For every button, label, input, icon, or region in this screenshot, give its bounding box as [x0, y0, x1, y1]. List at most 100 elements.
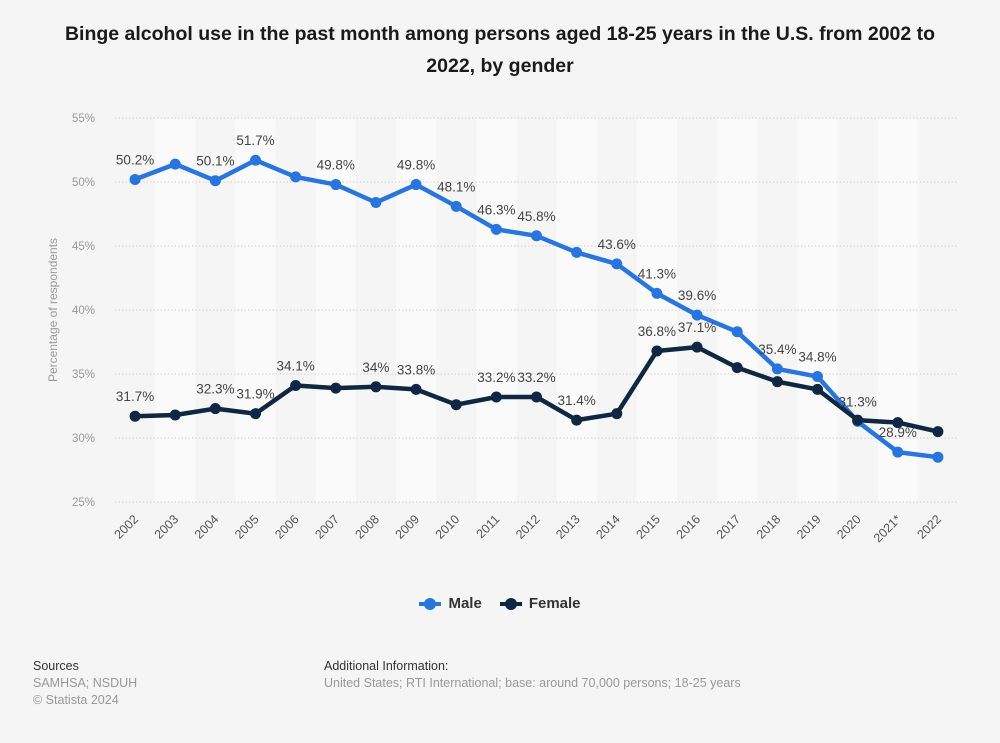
x-tick-label: 2007 — [312, 512, 342, 542]
data-label-female: 32.3% — [196, 382, 234, 397]
sources-heading: Sources — [33, 659, 79, 673]
data-point-female — [731, 362, 743, 374]
column-band — [355, 118, 396, 502]
data-point-male — [932, 451, 944, 463]
y-tick-label: 55% — [72, 113, 95, 125]
data-point-male — [169, 158, 181, 170]
data-point-male — [250, 154, 261, 166]
column-band — [436, 118, 477, 502]
data-label-male: 50.1% — [196, 154, 234, 169]
y-tick-label: 35% — [72, 369, 95, 381]
data-point-male — [290, 171, 302, 183]
legend-marker-female-icon — [499, 597, 522, 610]
data-label-male: 41.3% — [638, 266, 676, 281]
x-tick-label: 2011 — [474, 512, 503, 541]
data-point-female — [812, 383, 823, 395]
data-point-male — [691, 309, 703, 321]
data-label-male: 49.8% — [397, 158, 435, 173]
x-tick-label: 2021* — [871, 512, 904, 545]
y-tick-label: 30% — [72, 433, 95, 445]
x-tick-label: 2009 — [393, 512, 423, 542]
sources-block: Sources SAMHSA; NSDUH © Statista 2024 — [33, 658, 137, 709]
sources-text[interactable]: SAMHSA; NSDUH — [33, 676, 138, 690]
x-tick-label: 2006 — [272, 512, 302, 542]
data-point-female — [651, 345, 663, 357]
data-point-male — [531, 230, 542, 242]
x-tick-label: 2014 — [593, 512, 623, 542]
y-axis-ticks: 25% 30% 35% 40% 45% 50% 55% — [72, 113, 95, 509]
legend-item-male[interactable]: Male — [419, 595, 482, 612]
data-point-male — [129, 173, 141, 185]
x-tick-label: 2003 — [152, 512, 182, 542]
data-point-male — [611, 258, 623, 270]
data-label-female: 33.2% — [517, 370, 555, 385]
data-point-female — [370, 381, 382, 393]
data-point-female — [611, 408, 623, 420]
x-tick-label: 2002 — [112, 512, 142, 542]
legend-item-female[interactable]: Female — [499, 595, 581, 612]
data-label-male: 28.9% — [879, 425, 917, 440]
data-label-female: 33.2% — [477, 370, 515, 385]
x-tick-label: 2020 — [834, 512, 864, 542]
x-tick-label: 2017 — [714, 512, 744, 542]
column-band — [476, 118, 517, 502]
data-point-male — [651, 287, 663, 299]
data-point-female — [932, 426, 944, 438]
data-point-female — [490, 391, 502, 403]
x-tick-label: 2010 — [433, 512, 463, 542]
data-point-female — [531, 391, 542, 403]
legend: Male Female — [0, 595, 1000, 612]
data-point-female — [290, 380, 302, 392]
additional-info-heading: Additional Information: — [324, 659, 449, 673]
additional-info-text: United States; RTI International; base: … — [324, 676, 741, 690]
x-axis-ticks: 2002 2003 2004 2005 2006 2007 2008 2009 2010 2011… — [112, 512, 944, 545]
legend-label-female: Female — [528, 595, 581, 612]
data-point-female — [771, 376, 783, 388]
chart-title: Binge alcohol use in the past month amon… — [64, 23, 936, 77]
y-tick-label: 40% — [72, 305, 95, 317]
data-point-female — [250, 408, 261, 420]
y-axis-label: Percentage of respondents — [46, 238, 60, 382]
data-label-female: 34.1% — [277, 359, 315, 374]
x-tick-label: 2005 — [232, 512, 262, 542]
data-label-male: 51.7% — [236, 133, 274, 148]
data-labels: 50.2% 50.1%51.7%49.8% 49.8%48.1%46.3% 45.8%… — [116, 133, 917, 440]
copyright-text: © Statista 2024 — [33, 693, 119, 707]
data-point-female — [209, 403, 221, 415]
data-point-male — [892, 446, 904, 458]
data-label-male: 39.6% — [678, 288, 716, 303]
x-tick-label: 2015 — [633, 512, 663, 542]
gridlines — [115, 117, 958, 503]
data-point-female — [450, 399, 462, 411]
x-tick-label: 2008 — [352, 512, 382, 542]
x-tick-label: 2012 — [513, 512, 543, 542]
x-tick-label: 2022 — [914, 512, 944, 542]
column-band — [717, 118, 758, 502]
line-chart: 25% 30% 35% 40% 45% 50% 55% Percentage of resp… — [46, 113, 958, 545]
data-point-male — [571, 246, 583, 258]
y-tick-label: 50% — [72, 177, 95, 189]
y-tick-label: 25% — [72, 497, 95, 509]
data-point-male — [812, 371, 823, 383]
data-label-female: 36.8% — [638, 324, 676, 339]
column-band — [636, 118, 677, 502]
data-label-male: 35.4% — [758, 342, 796, 357]
legend-label-male: Male — [448, 595, 482, 612]
data-point-male — [410, 179, 422, 191]
data-label-female: 34% — [362, 360, 389, 375]
data-label-female: 31.9% — [236, 387, 274, 402]
data-point-male — [731, 326, 743, 338]
data-label-male: 46.3% — [477, 202, 515, 217]
data-point-female — [571, 414, 583, 426]
data-label-male: 48.1% — [437, 179, 475, 194]
column-band — [877, 118, 918, 502]
data-label-male: 34.8% — [798, 350, 836, 365]
data-label-female: 33.8% — [397, 362, 435, 377]
data-label-male: 43.6% — [598, 237, 636, 252]
series-points — [129, 154, 944, 463]
y-tick-label: 45% — [72, 241, 95, 253]
data-point-male — [771, 363, 783, 375]
data-label-female: 31.7% — [116, 389, 154, 404]
additional-info-block: Additional Information: United States; R… — [324, 658, 741, 692]
column-band — [797, 118, 838, 502]
